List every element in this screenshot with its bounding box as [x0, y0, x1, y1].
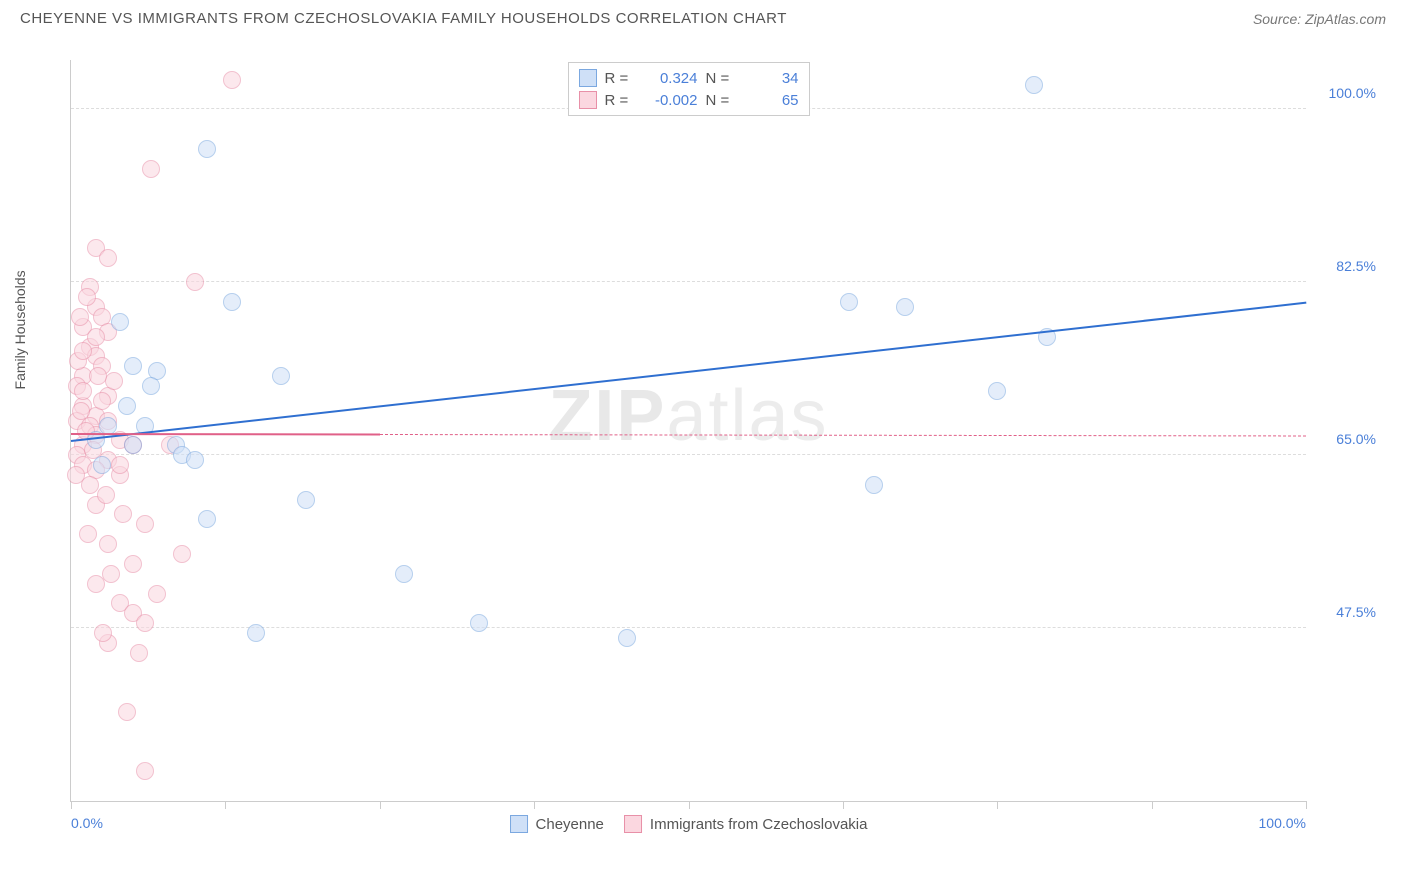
- y-tick-label: 82.5%: [1336, 258, 1376, 274]
- data-point: [114, 505, 132, 523]
- data-point: [99, 535, 117, 553]
- legend-row-2: R = -0.002 N = 65: [579, 89, 799, 111]
- data-point: [124, 357, 142, 375]
- data-point: [74, 382, 92, 400]
- swatch-bottom-2: [624, 815, 642, 833]
- x-tick: [1152, 801, 1153, 809]
- r-value-1: 0.324: [643, 70, 698, 87]
- n-label-2: N =: [706, 92, 736, 109]
- data-point: [223, 71, 241, 89]
- r-label-2: R =: [605, 92, 635, 109]
- legend-row-1: R = 0.324 N = 34: [579, 67, 799, 89]
- data-point: [74, 342, 92, 360]
- data-point: [89, 367, 107, 385]
- legend-item-2: Immigrants from Czechoslovakia: [624, 815, 868, 833]
- swatch-series-1: [579, 69, 597, 87]
- data-point: [97, 486, 115, 504]
- data-point: [186, 273, 204, 291]
- data-point: [223, 293, 241, 311]
- legend-label-2: Immigrants from Czechoslovakia: [650, 816, 868, 833]
- data-point: [470, 614, 488, 632]
- data-point: [142, 377, 160, 395]
- data-point: [105, 372, 123, 390]
- data-point: [136, 515, 154, 533]
- data-point: [148, 585, 166, 603]
- data-point: [79, 525, 97, 543]
- data-point: [395, 565, 413, 583]
- n-value-2: 65: [744, 92, 799, 109]
- data-point: [136, 614, 154, 632]
- data-point: [198, 510, 216, 528]
- data-point: [173, 545, 191, 563]
- data-point: [988, 382, 1006, 400]
- data-point: [99, 417, 117, 435]
- data-point: [896, 298, 914, 316]
- data-point: [136, 762, 154, 780]
- data-point: [865, 476, 883, 494]
- data-point: [272, 367, 290, 385]
- data-point: [130, 644, 148, 662]
- data-point: [111, 313, 129, 331]
- data-point: [72, 402, 90, 420]
- data-point: [118, 397, 136, 415]
- data-point: [111, 456, 129, 474]
- data-point: [87, 328, 105, 346]
- data-point: [142, 160, 160, 178]
- data-point: [297, 491, 315, 509]
- gridline: [71, 281, 1306, 282]
- data-point: [1025, 76, 1043, 94]
- x-tick: [380, 801, 381, 809]
- n-value-1: 34: [744, 70, 799, 87]
- chart-container: Family Households ZIPatlas R = 0.324 N =…: [50, 50, 1386, 832]
- y-tick-label: 65.0%: [1336, 431, 1376, 447]
- x-tick: [997, 801, 998, 809]
- swatch-series-2: [579, 91, 597, 109]
- plot-area: ZIPatlas R = 0.324 N = 34 R = -0.002 N =…: [70, 60, 1306, 802]
- x-tick: [225, 801, 226, 809]
- data-point: [124, 436, 142, 454]
- source-label: Source: ZipAtlas.com: [1253, 11, 1386, 27]
- swatch-bottom-1: [510, 815, 528, 833]
- data-point: [186, 451, 204, 469]
- data-point: [124, 555, 142, 573]
- data-point: [618, 629, 636, 647]
- data-point: [247, 624, 265, 642]
- data-point: [94, 624, 112, 642]
- watermark-thin: atlas: [666, 376, 828, 456]
- trend-line: [380, 434, 1306, 436]
- x-tick: [689, 801, 690, 809]
- chart-title: CHEYENNE VS IMMIGRANTS FROM CZECHOSLOVAK…: [20, 10, 787, 27]
- data-point: [78, 288, 96, 306]
- n-label: N =: [706, 70, 736, 87]
- watermark: ZIPatlas: [548, 375, 828, 457]
- data-point: [93, 392, 111, 410]
- data-point: [198, 140, 216, 158]
- gridline: [71, 454, 1306, 455]
- x-tick: [1306, 801, 1307, 809]
- series-legend: Cheyenne Immigrants from Czechoslovakia: [510, 815, 868, 833]
- y-tick-label: 47.5%: [1336, 604, 1376, 620]
- r-value-2: -0.002: [643, 92, 698, 109]
- y-tick-label: 100.0%: [1329, 85, 1376, 101]
- correlation-legend: R = 0.324 N = 34 R = -0.002 N = 65: [568, 62, 810, 116]
- watermark-bold: ZIP: [548, 376, 666, 456]
- trend-line: [71, 302, 1306, 442]
- x-tick: [71, 801, 72, 809]
- legend-label-1: Cheyenne: [536, 816, 604, 833]
- data-point: [99, 249, 117, 267]
- data-point: [118, 703, 136, 721]
- x-tick: [843, 801, 844, 809]
- x-tick-label-min: 0.0%: [71, 815, 103, 831]
- data-point: [67, 466, 85, 484]
- data-point: [93, 456, 111, 474]
- data-point: [102, 565, 120, 583]
- legend-item-1: Cheyenne: [510, 815, 604, 833]
- x-tick-label-max: 100.0%: [1259, 815, 1306, 831]
- data-point: [71, 308, 89, 326]
- r-label: R =: [605, 70, 635, 87]
- x-tick: [534, 801, 535, 809]
- y-axis-title: Family Households: [12, 270, 28, 389]
- data-point: [840, 293, 858, 311]
